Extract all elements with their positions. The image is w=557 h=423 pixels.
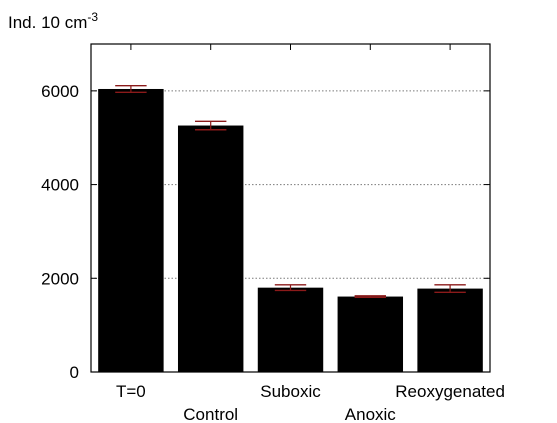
y-axis-label-superscript: -3 [87,10,98,24]
bar [337,296,404,372]
x-tick-label: Suboxic [260,382,321,401]
y-axis-label-main: Ind. 10 cm [8,13,87,32]
x-tick-label: T=0 [116,382,146,401]
y-tick-label: 6000 [41,82,79,101]
bar [177,125,244,372]
x-tick-label: Anoxic [345,405,397,423]
y-tick-label: 0 [70,363,79,382]
bar [98,88,164,373]
y-axis-ticks: 0 2000 4000 6000 [41,82,490,382]
x-axis-ticks: T=0 Control Suboxic Anoxic Reoxygenated [116,44,505,423]
x-tick-label: Control [183,405,238,423]
y-axis-label: Ind. 10 cm-3 [8,10,98,32]
y-tick-label: 4000 [41,176,79,195]
x-tick-label: Reoxygenated [395,382,505,401]
bar [257,287,324,372]
y-tick-label: 2000 [41,269,79,288]
bar [417,288,483,372]
bars [98,88,483,373]
error-bars [115,85,466,298]
